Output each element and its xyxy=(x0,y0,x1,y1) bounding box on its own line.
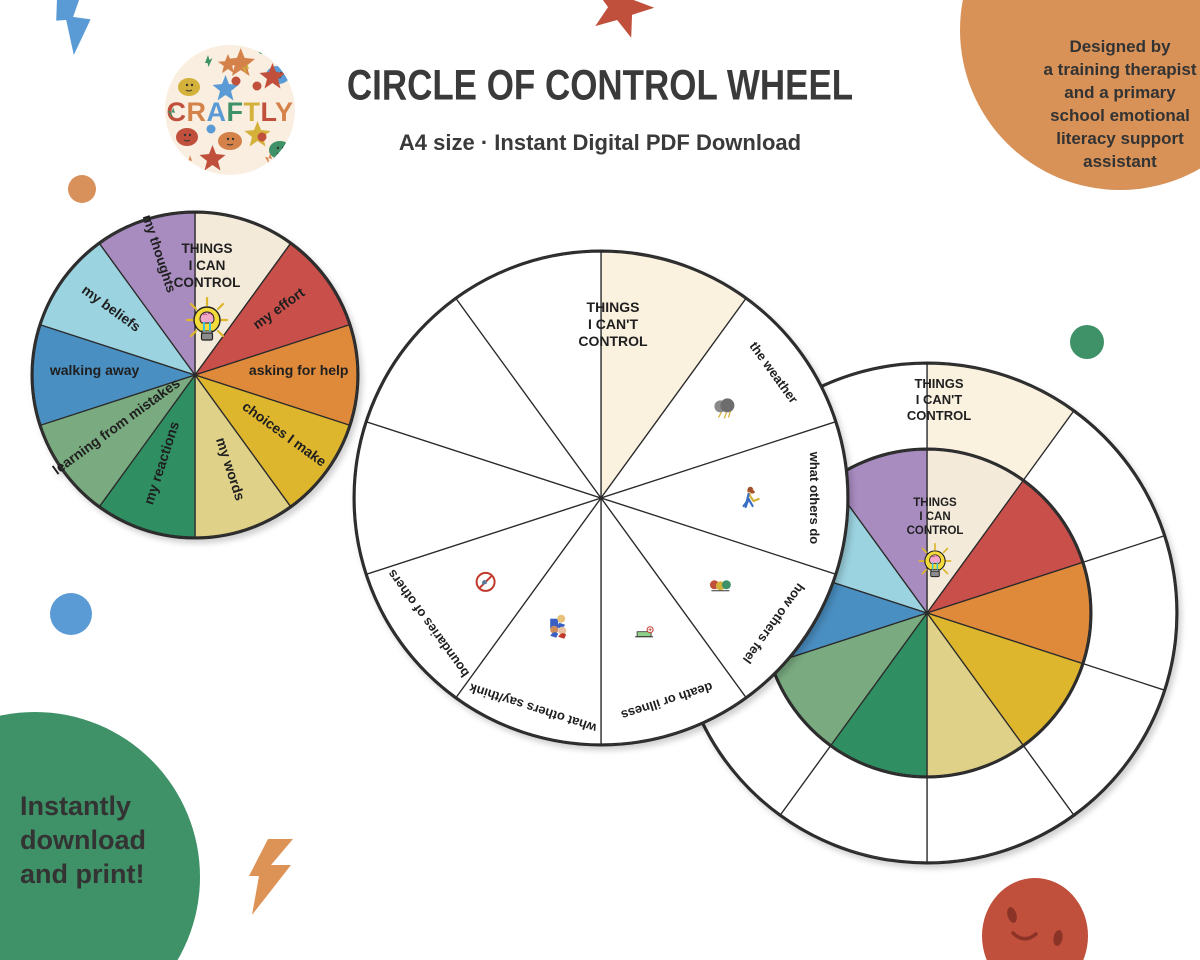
svg-text:CONTROL: CONTROL xyxy=(907,408,971,423)
svg-text:my thoughts: my thoughts xyxy=(140,213,179,295)
svg-text:I CAN'T: I CAN'T xyxy=(588,316,638,332)
svg-text:asking for help: asking for help xyxy=(249,362,349,378)
svg-text:my effort: my effort xyxy=(250,284,308,332)
svg-text:CONTROL: CONTROL xyxy=(174,275,241,290)
svg-text:THINGS: THINGS xyxy=(914,376,963,391)
svg-text:choices I make: choices I make xyxy=(239,398,329,470)
svg-text:THINGS: THINGS xyxy=(913,497,957,509)
svg-text:my reactions: my reactions xyxy=(140,419,182,506)
svg-text:learning from mistakes: learning from mistakes xyxy=(49,375,183,478)
svg-text:I CAN: I CAN xyxy=(919,511,950,523)
svg-text:I CAN: I CAN xyxy=(189,258,226,273)
svg-text:death or illness: death or illness xyxy=(619,679,714,723)
svg-text:I CAN'T: I CAN'T xyxy=(916,392,962,407)
svg-text:walking away: walking away xyxy=(49,362,140,378)
svg-text:what others do: what others do xyxy=(807,451,822,545)
svg-text:the weather: the weather xyxy=(747,339,802,406)
svg-text:my beliefs: my beliefs xyxy=(79,282,144,335)
svg-text:my words: my words xyxy=(213,435,248,502)
svg-text:boundaries of others: boundaries of others xyxy=(384,567,472,680)
svg-text:how others feel: how others feel xyxy=(740,581,808,667)
svg-text:THINGS: THINGS xyxy=(587,299,640,315)
svg-text:what others say/think: what others say/think xyxy=(466,680,599,736)
svg-text:CONTROL: CONTROL xyxy=(578,333,648,349)
svg-text:CONTROL: CONTROL xyxy=(907,525,964,537)
svg-text:THINGS: THINGS xyxy=(181,241,232,256)
